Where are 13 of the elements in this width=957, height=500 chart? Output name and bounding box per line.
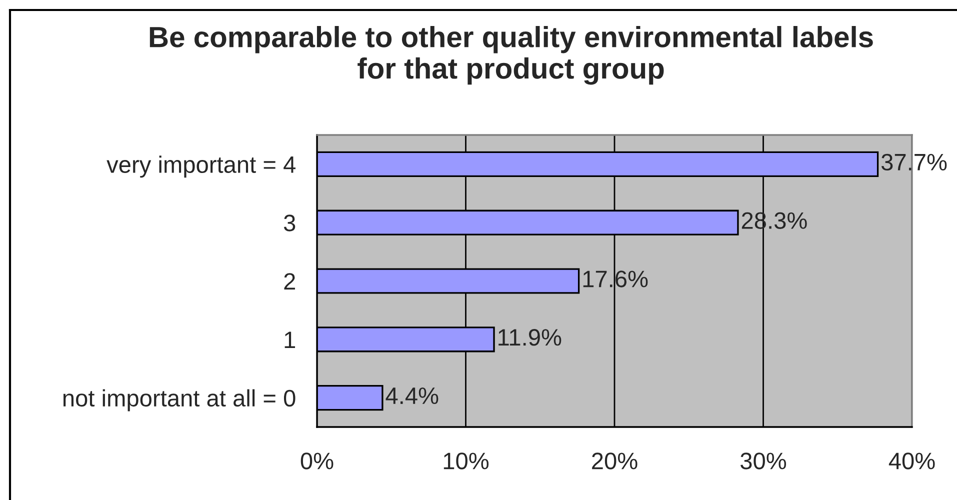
x-tick-label: 40% bbox=[888, 452, 935, 470]
x-tick-label: 0% bbox=[300, 452, 334, 470]
y-tick-label: 2 bbox=[284, 273, 295, 290]
x-tick-label: 20% bbox=[592, 452, 638, 470]
y-tick-label: not important at all = 0 bbox=[63, 389, 296, 412]
x-tick-label: 10% bbox=[444, 452, 489, 470]
data-label: 11.9% bbox=[498, 329, 562, 346]
chart-title: Be comparable to other quality environmental labels for that product group bbox=[150, 26, 873, 85]
data-label: 4.4% bbox=[386, 388, 438, 404]
y-tick-label: very important = 4 bbox=[106, 156, 296, 178]
x-tick-label: 30% bbox=[740, 452, 786, 470]
y-tick-label: 3 bbox=[284, 214, 296, 232]
y-tick-label: 1 bbox=[284, 332, 296, 348]
